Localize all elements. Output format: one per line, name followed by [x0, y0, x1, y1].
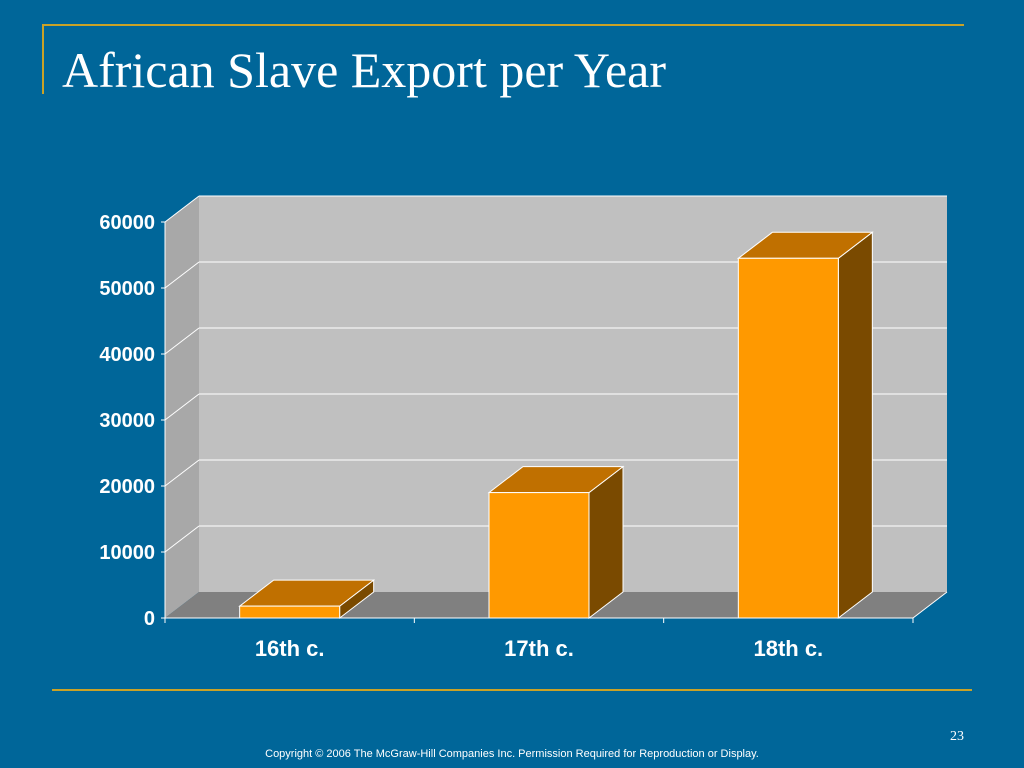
y-tick-label: 30000: [99, 410, 155, 432]
bar: [737, 257, 839, 619]
x-tick-label: 16th c.: [255, 636, 325, 661]
bar: [488, 492, 590, 619]
gridline-side: [164, 327, 200, 355]
y-tick-label: 0: [144, 608, 155, 630]
slide-title: African Slave Export per Year: [62, 42, 666, 98]
gridline-side: [164, 261, 200, 289]
bar-chart: 0 10000 20000 30000 40000 50000 60000 16th c. 17…: [99, 195, 948, 661]
y-tick-label: 40000: [99, 344, 155, 366]
page-number: 23: [950, 729, 964, 744]
x-tick-label: 18th c.: [753, 636, 823, 661]
bar: [239, 605, 341, 619]
y-tick-label: 20000: [99, 476, 155, 498]
gridline-side: [164, 525, 200, 553]
bottom-accent-line: [52, 689, 972, 691]
y-tick-label: 50000: [99, 278, 155, 300]
top-accent-line: [42, 24, 964, 26]
gridline-side: [164, 393, 200, 421]
gridline-side: [164, 459, 200, 487]
y-tick-label: 10000: [99, 542, 155, 564]
x-axis-depth-line: [912, 591, 948, 619]
copyright-notice: Copyright © 2006 The McGraw-Hill Compani…: [265, 748, 759, 760]
x-tick-label: 17th c.: [504, 636, 574, 661]
left-accent-line: [42, 24, 44, 94]
bar-side: [837, 231, 873, 620]
gridline-side: [164, 195, 200, 223]
y-tick-label: 60000: [99, 212, 155, 234]
